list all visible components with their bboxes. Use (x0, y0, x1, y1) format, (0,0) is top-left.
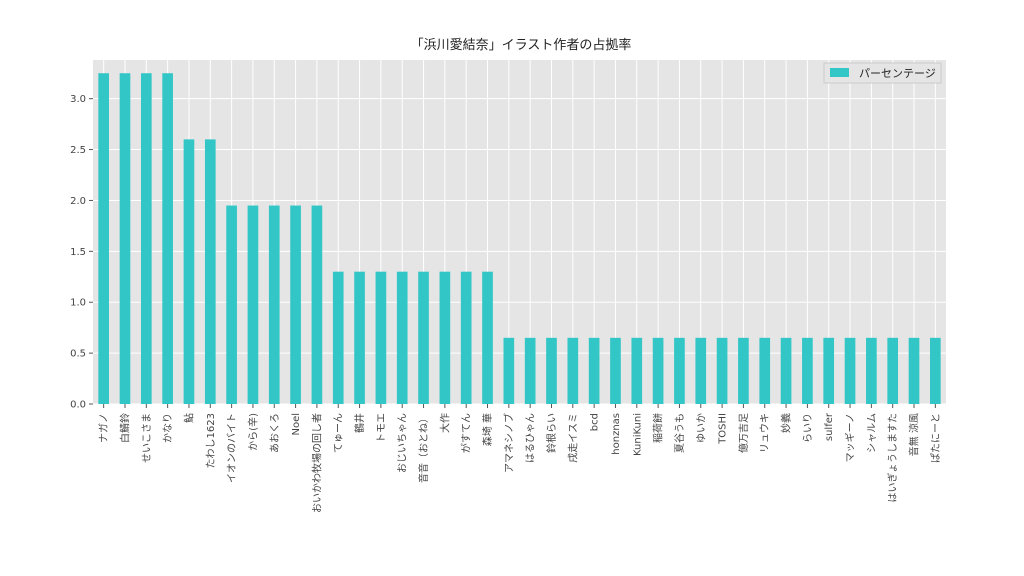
x-tick-label: 大作 (438, 413, 451, 433)
y-tick-label: 0.5 (70, 349, 86, 360)
x-tick-label: てゅーん (333, 413, 345, 453)
bar (503, 337, 515, 404)
bar (183, 139, 195, 404)
x-tick-label: sulfer (824, 412, 835, 441)
bar (396, 271, 408, 404)
y-tick-label: 2.0 (70, 196, 86, 207)
bar (567, 337, 579, 404)
bar (311, 205, 323, 404)
bar (226, 205, 237, 404)
bar (802, 337, 813, 404)
bar (887, 337, 899, 404)
bar (908, 337, 920, 404)
x-tick-label: 音無 涼風 (908, 413, 921, 456)
x-tick-label: 音音（おとね） (417, 413, 430, 483)
x-tick-label: ナガノ (98, 413, 110, 443)
x-tick-label: bcd (590, 413, 601, 431)
x-tick-label: 稲荷餅 (652, 413, 665, 443)
bar (290, 205, 301, 404)
bar (524, 337, 536, 404)
bar (247, 205, 259, 404)
x-tick-label: 白鯖鈴 (118, 413, 131, 443)
bar (759, 337, 771, 404)
x-tick-label: 鮎 (182, 413, 195, 423)
x-tick-label: honznas (611, 413, 622, 455)
bar (631, 337, 643, 404)
bar (460, 271, 472, 404)
bar (332, 271, 344, 404)
y-tick-label: 0.0 (70, 400, 86, 411)
x-tick-label: はるひゃん (525, 413, 537, 463)
x-tick-label: ぱたにーと (930, 413, 942, 463)
x-tick-label: KuniKuni (632, 413, 643, 456)
x-tick-label: から(辛) (246, 413, 259, 451)
bar (930, 337, 941, 404)
bar (780, 337, 792, 404)
bar (204, 139, 216, 404)
x-axis: ナガノ 白鯖鈴 せいこさま かなり鮎たわし1623 イオンのバイト から(辛) あおくろ No… (98, 404, 942, 513)
bar (482, 271, 493, 404)
x-tick-label: 鶴井 (353, 413, 366, 433)
bar (844, 337, 856, 404)
x-tick-label: マッギーノ (845, 413, 857, 462)
bar (588, 337, 600, 404)
x-tick-label: 森埼 華 (481, 413, 494, 446)
legend-box (823, 62, 942, 84)
bar (354, 271, 365, 404)
bar (674, 337, 685, 404)
x-tick-label: たわし1623 (205, 413, 217, 468)
y-axis: 0.0 0.5 1.0 1.5 2.0 2.5 3.0 (70, 94, 93, 411)
bar (866, 337, 877, 404)
x-tick-label: あおくろ (269, 413, 281, 453)
x-tick-label: せいこさま (141, 413, 153, 463)
x-tick-label: らいり (802, 413, 814, 443)
legend-swatch (830, 68, 849, 77)
x-tick-label: トモエ (376, 413, 387, 443)
y-tick-label: 2.5 (70, 145, 86, 156)
x-tick-label: おいかわ牧場の回し者 (310, 413, 323, 513)
bar (119, 73, 131, 404)
x-tick-label: リュウキ (759, 413, 771, 453)
bar (695, 337, 707, 404)
bar (439, 271, 451, 404)
x-tick-label: イオンのバイト (226, 413, 238, 483)
x-tick-label: 妙義 (780, 413, 793, 433)
x-tick-label: 億万吉足 (737, 413, 750, 453)
y-tick-label: 1.5 (70, 247, 86, 258)
chart-title: 「浜川愛結奈」イラスト作者の占拠率 (411, 37, 632, 53)
bar (738, 337, 749, 404)
bar (610, 337, 621, 404)
x-tick-label: がすてん (460, 413, 473, 453)
legend: パーセンテージ (823, 62, 942, 84)
bar (652, 337, 664, 404)
bar (418, 271, 429, 404)
x-tick-label: 夏谷うも (674, 413, 686, 453)
bar (162, 73, 173, 404)
bar (546, 337, 557, 404)
bar (823, 337, 835, 404)
bar (268, 205, 280, 404)
plot-area (93, 60, 946, 404)
bar (140, 73, 152, 404)
x-tick-label: はいぎょうしますた (886, 413, 899, 503)
bars (98, 73, 941, 404)
bar (716, 337, 728, 404)
x-tick-label: ゆいか (695, 413, 707, 443)
x-tick-label: 鈴根らい (545, 413, 558, 453)
x-tick-label: かなり (162, 413, 174, 443)
x-tick-label: TOSHI (718, 413, 729, 445)
legend-label: パーセンテージ (859, 67, 936, 80)
bar (98, 73, 109, 404)
bar (375, 271, 387, 404)
x-tick-label: 戌走イスミ (566, 413, 579, 463)
x-tick-label: アマネシノブ (502, 413, 515, 473)
x-tick-label: Noel (291, 413, 302, 436)
x-tick-label: シャルム (866, 413, 878, 453)
y-tick-label: 3.0 (70, 94, 86, 105)
y-tick-label: 1.0 (70, 298, 86, 309)
x-tick-label: おじいちゃん (397, 413, 409, 473)
